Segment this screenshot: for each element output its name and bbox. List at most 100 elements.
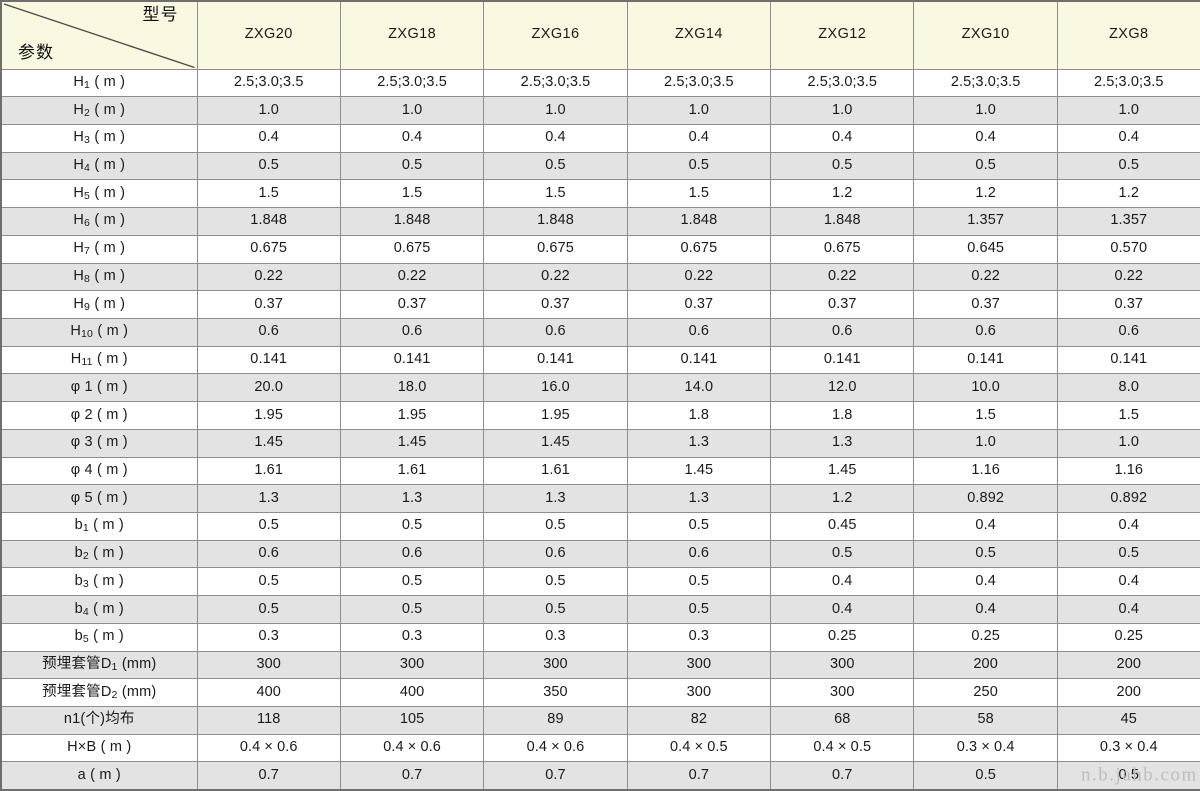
row-label: b4 ( m ): [0, 595, 198, 624]
table-row: H5 ( m ) 1.5 1.5 1.5 1.5 1.2 1.2 1.2: [0, 179, 1200, 209]
row-label: b1 ( m ): [0, 512, 198, 541]
header-param-label: 参数: [18, 42, 54, 62]
column-header-zxg12[interactable]: ZXG12: [770, 0, 915, 70]
table-cell: 1.0: [483, 96, 628, 125]
table-header-row: 型号 参数 ZXG20 ZXG18 ZXG16 ZXG14 ZXG12 ZXG10 ZXG8: [0, 0, 1200, 70]
table-cell: 0.5: [626, 512, 772, 541]
table-cell: 0.5: [626, 151, 772, 181]
table-cell: 0.25: [770, 622, 915, 652]
table-cell: 1.5: [339, 179, 485, 209]
row-label: H4 ( m ): [0, 151, 198, 181]
table-cell: 0.4: [1056, 512, 1200, 541]
table-cell: 68: [770, 706, 915, 735]
column-header-zxg16[interactable]: ZXG16: [483, 0, 628, 70]
row-label: φ 3 ( m ): [0, 428, 198, 458]
table-cell: 0.4: [913, 567, 1058, 597]
table-cell: 1.2: [1056, 179, 1200, 209]
column-header-zxg20[interactable]: ZXG20: [196, 0, 341, 70]
table-row: b3 ( m ) 0.5 0.5 0.5 0.5 0.4 0.4 0.4: [0, 567, 1200, 597]
table-cell: 300: [770, 678, 915, 708]
table-cell: 0.4: [770, 123, 915, 153]
table-cell: 0.4 × 0.6: [196, 733, 341, 763]
column-header-zxg14[interactable]: ZXG14: [626, 0, 772, 70]
table-row: H4 ( m ) 0.5 0.5 0.5 0.5 0.5 0.5 0.5: [0, 151, 1200, 181]
table-cell: 2.5;3.0;3.5: [339, 68, 485, 98]
table-cell: 0.675: [770, 234, 915, 264]
table-cell: 0.5: [339, 151, 485, 181]
table-cell: 1.5: [913, 401, 1058, 430]
table-cell: 0.6: [770, 317, 915, 347]
table-cell: 0.5: [913, 761, 1058, 791]
table-cell: 1.61: [339, 456, 485, 486]
table-cell: 0.22: [1056, 262, 1200, 292]
table-cell: 0.4: [1056, 123, 1200, 153]
table-cell: 0.6: [913, 317, 1058, 347]
table-cell: 1.45: [770, 456, 915, 486]
table-cell: 0.7: [483, 761, 628, 791]
table-cell: 0.5: [483, 151, 628, 181]
table-cell: 0.141: [913, 345, 1058, 375]
table-cell: 200: [913, 650, 1058, 680]
table-cell: 1.0: [1056, 428, 1200, 458]
table-cell: 0.5: [770, 539, 915, 569]
table-cell: 0.4: [339, 123, 485, 153]
table-cell: 1.45: [339, 428, 485, 458]
table-row: H8 ( m ) 0.22 0.22 0.22 0.22 0.22 0.22 0.22: [0, 262, 1200, 292]
table-cell: 1.0: [626, 96, 772, 125]
table-cell: 1.848: [196, 207, 341, 236]
table-cell: 2.5;3.0;3.5: [1056, 68, 1200, 98]
column-header-zxg8[interactable]: ZXG8: [1056, 0, 1200, 70]
table-cell: 0.5: [483, 512, 628, 541]
table-cell: 0.4: [913, 595, 1058, 624]
table-cell: 0.3: [626, 622, 772, 652]
table-cell: 89: [483, 706, 628, 735]
table-cell: 1.357: [1056, 207, 1200, 236]
table-row: φ 2 ( m ) 1.95 1.95 1.95 1.8 1.8 1.5 1.5: [0, 401, 1200, 430]
table-cell: 1.0: [339, 96, 485, 125]
table-cell: 0.37: [196, 290, 341, 319]
table-row: a ( m ) 0.7 0.7 0.7 0.7 0.7 0.5 0.5 n.b.jahb.com: [0, 761, 1200, 791]
column-header-zxg10[interactable]: ZXG10: [913, 0, 1058, 70]
table-cell: 0.22: [196, 262, 341, 292]
table-cell: 1.3: [626, 428, 772, 458]
row-label: n1(个)均布: [0, 706, 198, 735]
table-cell: 0.4 × 0.5: [770, 733, 915, 763]
table-cell: 300: [483, 650, 628, 680]
row-label: 预埋套管D1 (mm): [0, 650, 198, 680]
table-row: 预埋套管D1 (mm) 300 300 300 300 300 200 200: [0, 650, 1200, 680]
table-cell: 1.45: [626, 456, 772, 486]
table-cell: 0.37: [770, 290, 915, 319]
table-cell: 0.3: [339, 622, 485, 652]
table-row: b2 ( m ) 0.6 0.6 0.6 0.6 0.5 0.5 0.5: [0, 539, 1200, 569]
table-cell: 8.0: [1056, 373, 1200, 403]
table-cell: 0.5: [626, 567, 772, 597]
watermark-text: n.b.jahb.com: [1081, 764, 1198, 786]
table-row: H2 ( m ) 1.0 1.0 1.0 1.0 1.0 1.0 1.0: [0, 96, 1200, 125]
table-cell: 1.0: [1056, 96, 1200, 125]
table-cell: 1.5: [196, 179, 341, 209]
table-cell: 0.37: [339, 290, 485, 319]
table-cell: 1.45: [196, 428, 341, 458]
column-header-zxg18[interactable]: ZXG18: [339, 0, 485, 70]
row-label: φ 5 ( m ): [0, 484, 198, 513]
table-cell: 12.0: [770, 373, 915, 403]
row-label: φ 4 ( m ): [0, 456, 198, 486]
table-cell: 0.37: [913, 290, 1058, 319]
table-cell: 300: [196, 650, 341, 680]
table-cell: 0.22: [770, 262, 915, 292]
row-label: b3 ( m ): [0, 567, 198, 597]
table-cell: 1.0: [770, 96, 915, 125]
table-row: H10 ( m ) 0.6 0.6 0.6 0.6 0.6 0.6 0.6: [0, 317, 1200, 347]
table-cell: 1.45: [483, 428, 628, 458]
table-cell: 0.675: [483, 234, 628, 264]
table-cell: 1.0: [913, 428, 1058, 458]
table-cell: 0.6: [339, 539, 485, 569]
table-cell: 0.6: [483, 539, 628, 569]
table-cell: 0.4: [626, 123, 772, 153]
table-cell: 0.7: [770, 761, 915, 791]
table-cell: 1.95: [339, 401, 485, 430]
table-cell: 0.5: [339, 595, 485, 624]
table-cell: 20.0: [196, 373, 341, 403]
table-cell: 0.5: [339, 512, 485, 541]
table-cell: 0.141: [483, 345, 628, 375]
